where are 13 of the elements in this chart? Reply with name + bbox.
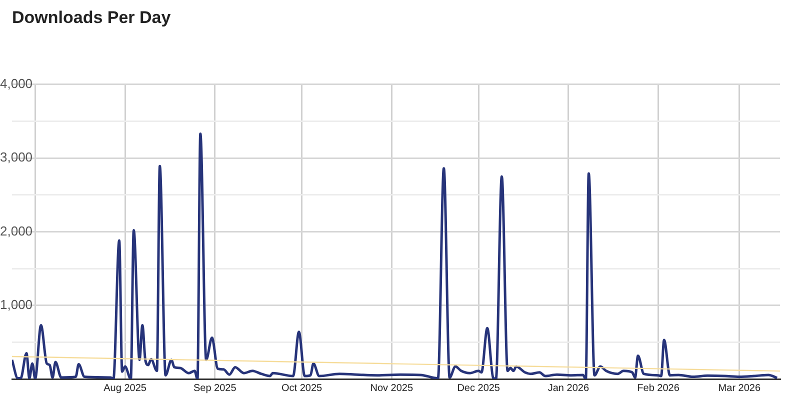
chart-title: Downloads Per Day	[12, 8, 172, 27]
y-tick-label: 3,000	[0, 150, 33, 165]
y-tick-label: 4,000	[0, 76, 33, 91]
x-tick-label: Mar 2026	[718, 382, 761, 394]
x-tick-label: Oct 2025	[282, 382, 323, 394]
x-tick-label: Jan 2026	[548, 382, 590, 394]
y-tick-label: 2,000	[0, 223, 33, 238]
y-tick-label: 1,000	[0, 296, 33, 312]
x-tick-label: Aug 2025	[104, 382, 147, 394]
x-tick-label: Nov 2025	[370, 382, 414, 394]
x-tick-label: Dec 2025	[457, 382, 500, 394]
x-tick-label: Feb 2026	[637, 382, 680, 394]
x-tick-label: Sep 2025	[193, 382, 237, 394]
